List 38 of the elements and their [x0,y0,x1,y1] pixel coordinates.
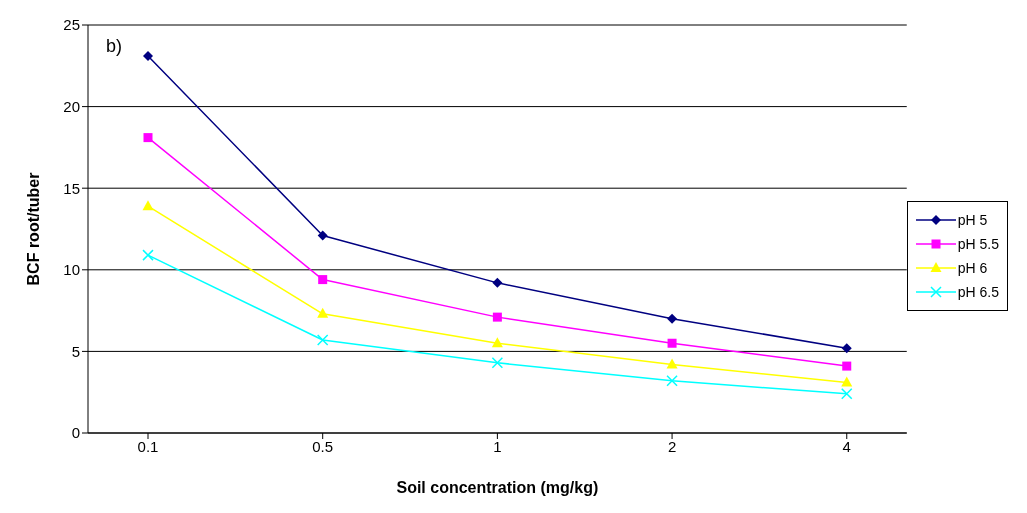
point [317,307,329,318]
x-tick-label: 2 [667,437,677,455]
point [142,249,154,261]
point [492,277,503,288]
y-tick-label: 15 [63,179,80,197]
y-tick-label: 25 [63,16,80,34]
point [143,133,153,143]
point [666,358,678,369]
y-tick-label: 10 [63,261,80,279]
point [318,275,328,285]
legend-label: pH 5 [957,211,988,228]
legend-label: pH 6 [957,259,988,276]
point [841,343,852,354]
y-tick-label: 5 [71,342,80,360]
point [317,230,328,241]
x-tick-label: 1 [493,437,502,455]
point [667,313,678,324]
y-tick-label: 0 [71,424,80,442]
point [491,337,503,348]
point [142,200,154,211]
point [316,334,329,346]
point [491,357,504,369]
point [492,312,502,322]
x-axis-title: Soil concentration (mg/kg) [396,479,599,496]
y-axis-title: BCF root/tuber [24,172,42,286]
x-tick-label: 0.1 [137,437,159,455]
y-tick-label: 20 [63,97,80,115]
legend-label: pH 6.5 [957,283,999,300]
x-tick-label: 0.5 [312,437,334,455]
point [842,361,852,371]
x-tick-label: 4 [842,437,851,455]
point [666,375,678,387]
annotation: b) [106,36,123,57]
point [841,388,853,400]
point [667,338,677,348]
legend-label: pH 5.5 [957,235,999,252]
point [841,376,853,387]
point [143,51,153,62]
